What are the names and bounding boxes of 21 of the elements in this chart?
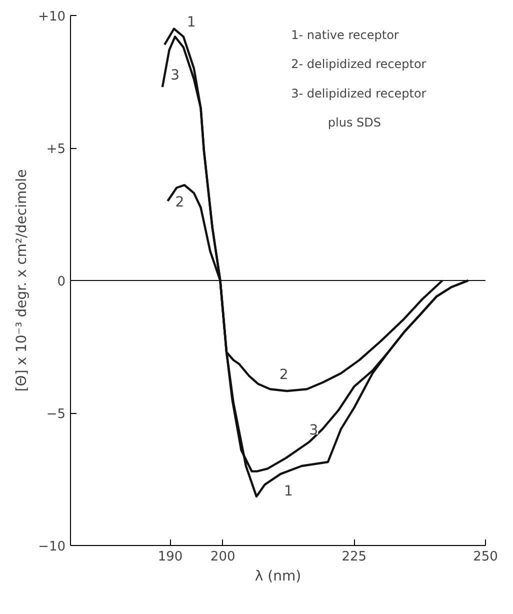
annotation: 2- delipidized receptor: [291, 57, 426, 72]
x-tick-label: 190: [158, 550, 183, 564]
x-tick-label: 225: [342, 550, 367, 564]
y-tick-label: 0: [57, 274, 66, 290]
x-tick-label: 200: [210, 550, 236, 564]
annotation: 3: [170, 67, 180, 84]
annotation: plus SDS: [328, 115, 382, 130]
y-tick-label: +10: [38, 10, 66, 24]
annotation: 2: [279, 366, 288, 383]
annotation: 2: [175, 194, 184, 210]
y-tick-label: −10: [38, 540, 66, 554]
annotation: 1: [186, 14, 196, 30]
annotation: 1: [284, 483, 293, 500]
y-tick-label: −5: [46, 407, 66, 422]
x-axis-title: λ (nm): [254, 568, 302, 584]
y-tick-label: +5: [46, 142, 66, 157]
annotation: 1- native receptor: [291, 28, 399, 42]
annotation: 3- delipidized receptor: [291, 86, 426, 100]
x-tick-label: 250: [473, 550, 498, 564]
annotation: 3: [309, 422, 318, 438]
y-axis-title: [Θ] x 10⁻³ degr. x cm²/decimole: [14, 169, 30, 392]
